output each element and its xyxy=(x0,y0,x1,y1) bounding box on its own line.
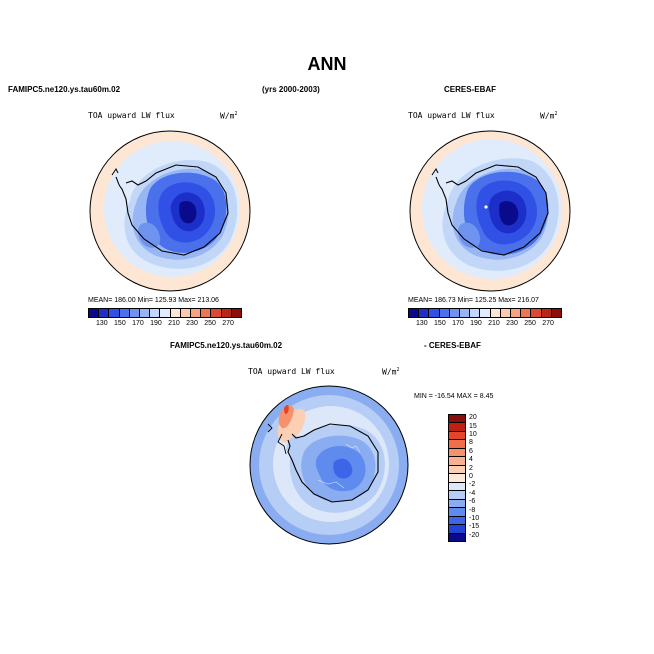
colorbar-swatch xyxy=(449,507,465,516)
colorbar-swatch xyxy=(459,309,470,317)
colorbar-tick-label: 2 xyxy=(469,464,473,472)
colorbar-tick-label: 170 xyxy=(132,320,144,327)
panel1-colorbar: 130 150 170 190 210 230 250 270 xyxy=(88,308,242,327)
colorbar-swatch xyxy=(449,490,465,499)
colorbar-swatch xyxy=(449,515,465,525)
colorbar-swatch xyxy=(438,309,449,317)
colorbar-swatch xyxy=(179,309,191,317)
colorbar-swatch xyxy=(449,439,465,448)
colorbar-swatch xyxy=(449,498,465,508)
panel2-units: W/m2 xyxy=(540,111,558,121)
colorbar-swatch xyxy=(449,447,465,457)
colorbar-tick-label: -2 xyxy=(469,481,476,489)
panel1-variable-label: TOA upward LW flux xyxy=(88,111,175,120)
colorbar-swatch xyxy=(449,532,465,542)
colorbar-tick-label: 10 xyxy=(469,431,477,438)
colorbar-tick-label: 130 xyxy=(96,320,108,327)
period-label: (yrs 2000-2003) xyxy=(262,85,320,94)
colorbar-swatch xyxy=(149,309,160,317)
colorbar-swatch xyxy=(200,309,211,317)
panel1-polar-map xyxy=(89,130,251,292)
colorbar-tick-label: 190 xyxy=(150,320,162,327)
diff-units: W/m2 xyxy=(382,367,400,377)
colorbar-swatch xyxy=(169,309,180,317)
panel2-polar-map xyxy=(409,130,571,292)
colorbar-swatch xyxy=(448,309,460,317)
colorbar-swatch xyxy=(108,309,119,317)
colorbar-tick-label: 150 xyxy=(114,320,126,327)
colorbar-tick-label: 170 xyxy=(452,320,464,327)
colorbar-tick-label: 210 xyxy=(168,320,180,327)
colorbar-swatch xyxy=(489,309,500,317)
colorbar-swatch xyxy=(520,309,531,317)
diff-obs-label: - CERES-EBAF xyxy=(424,341,481,350)
colorbar-swatch xyxy=(98,309,109,317)
page-title: ANN xyxy=(307,54,347,74)
panel2-variable-label: TOA upward LW flux xyxy=(408,111,495,120)
colorbar-tick-label: 270 xyxy=(222,320,234,327)
colorbar-swatch xyxy=(540,309,551,317)
colorbar-swatch xyxy=(210,309,221,317)
colorbar-swatch xyxy=(530,309,541,317)
colorbar-tick-label: -20 xyxy=(469,531,480,539)
colorbar-swatch xyxy=(159,309,170,317)
colorbar-swatch xyxy=(499,309,511,317)
colorbar-tick-label: 230 xyxy=(506,320,518,327)
colorbar-swatch xyxy=(128,309,140,317)
colorbar-swatch xyxy=(449,430,465,440)
diff-stats: MIN = -16.54 MAX = 8.45 xyxy=(414,393,494,400)
colorbar-tick-label: 250 xyxy=(204,320,216,327)
diff-model-label: FAMIPC5.ne120.ys.tau60m.02 xyxy=(170,341,283,350)
colorbar-swatch xyxy=(230,309,242,317)
colorbar-tick-label: 6 xyxy=(469,447,473,455)
diff-polar-map xyxy=(249,385,409,545)
colorbar-tick-label: -15 xyxy=(469,523,480,531)
colorbar-tick-label: 4 xyxy=(469,456,473,464)
colorbar-tick-label: 20 xyxy=(469,414,477,422)
colorbar-swatch xyxy=(449,456,465,465)
panel1-units: W/m2 xyxy=(220,111,238,121)
panel2-colorbar: 130 150 170 190 210 230 250 270 xyxy=(408,308,562,327)
colorbar-swatch xyxy=(409,309,419,317)
colorbar-swatch xyxy=(510,309,521,317)
colorbar-swatch xyxy=(418,309,429,317)
colorbar-tick-label: 270 xyxy=(542,320,554,327)
colorbar-tick-label: 150 xyxy=(434,320,446,327)
colorbar-swatch xyxy=(190,309,201,317)
colorbar-tick-label: 210 xyxy=(488,320,500,327)
colorbar-tick-label: 190 xyxy=(470,320,482,327)
colorbar-swatch xyxy=(469,309,480,317)
obs-case-label: CERES-EBAF xyxy=(444,85,497,94)
colorbar-tick-label: 130 xyxy=(416,320,428,327)
colorbar-tick-label: -8 xyxy=(469,506,476,514)
colorbar-swatch xyxy=(449,473,465,482)
colorbar-swatch xyxy=(449,422,465,431)
colorbar-tick-label: 250 xyxy=(524,320,536,327)
colorbar-swatch xyxy=(449,464,465,474)
colorbar-tick-label: -4 xyxy=(469,489,476,497)
colorbar-tick-label: 15 xyxy=(469,422,477,430)
colorbar-tick-label: -6 xyxy=(469,498,476,506)
colorbar-swatch xyxy=(118,309,129,317)
colorbar-tick-label: 230 xyxy=(186,320,198,327)
colorbar-swatch xyxy=(550,309,562,317)
model-case-label: FAMIPC5.ne120.ys.tau60m.02 xyxy=(8,85,121,94)
colorbar-tick-label: 0 xyxy=(469,473,473,480)
colorbar-tick-label: -10 xyxy=(469,515,480,522)
panel1-stats: MEAN= 186.00 Min= 125.93 Max= 213.06 xyxy=(88,297,219,304)
diff-colorbar xyxy=(448,414,466,542)
panel2-stats: MEAN= 186.73 Min= 125.25 Max= 216.07 xyxy=(408,297,539,304)
colorbar-swatch xyxy=(449,524,465,533)
colorbar-tick-label: 8 xyxy=(469,439,473,447)
colorbar-swatch xyxy=(89,309,99,317)
diff-variable-label: TOA upward LW flux xyxy=(248,367,335,376)
colorbar-swatch xyxy=(449,415,465,423)
colorbar-swatch xyxy=(220,309,231,317)
colorbar-swatch xyxy=(449,481,465,491)
colorbar-swatch xyxy=(428,309,439,317)
colorbar-swatch xyxy=(139,309,150,317)
colorbar-swatch xyxy=(479,309,490,317)
